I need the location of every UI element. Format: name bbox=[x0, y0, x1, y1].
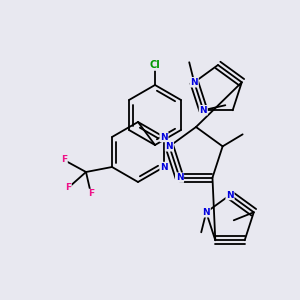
Text: N: N bbox=[160, 163, 168, 172]
Text: N: N bbox=[176, 173, 183, 182]
Text: N: N bbox=[226, 190, 234, 200]
Text: F: F bbox=[65, 184, 71, 193]
Text: N: N bbox=[200, 106, 207, 115]
Text: N: N bbox=[166, 142, 173, 151]
Text: N: N bbox=[202, 208, 210, 217]
Text: F: F bbox=[61, 155, 67, 164]
Text: Cl: Cl bbox=[150, 60, 160, 70]
Text: F: F bbox=[88, 190, 94, 199]
Text: N: N bbox=[190, 78, 198, 87]
Text: N: N bbox=[160, 133, 168, 142]
